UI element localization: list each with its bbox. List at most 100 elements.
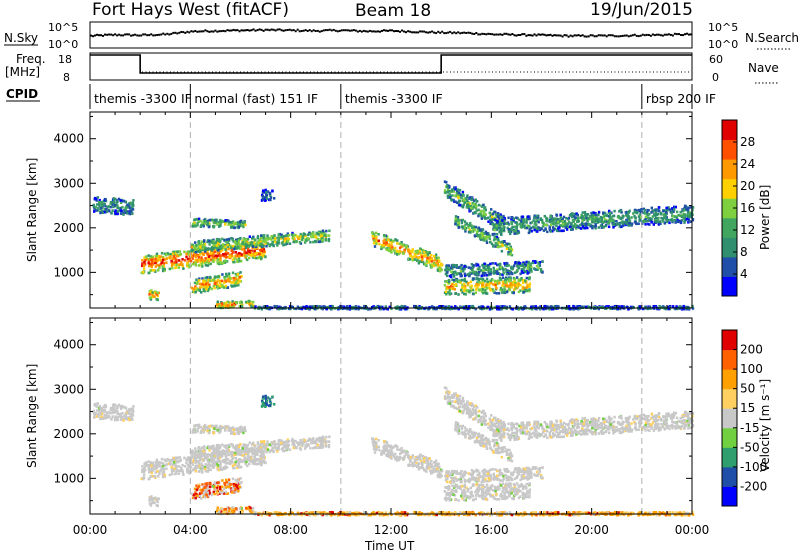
power-cell <box>683 213 685 216</box>
nsky-point <box>263 30 265 32</box>
power-cell <box>494 237 496 240</box>
power-cell <box>111 201 113 204</box>
power-cell <box>618 216 620 219</box>
power-cell <box>199 246 201 249</box>
nsky-point <box>534 33 536 35</box>
velocity-cell <box>198 470 200 473</box>
y-tick-label: 4000 <box>53 132 84 146</box>
power-cell <box>461 222 463 225</box>
power-cell <box>104 198 106 201</box>
power-cell <box>498 217 500 220</box>
nsky-point <box>200 30 202 32</box>
power-cell <box>546 218 548 221</box>
power-cell <box>143 261 145 264</box>
power-cell <box>257 235 259 238</box>
power-cell <box>209 219 211 222</box>
nsky-point <box>222 30 224 32</box>
power-cell <box>253 250 255 253</box>
power-cell <box>476 233 478 236</box>
nsky-point <box>415 31 417 33</box>
power-cell <box>602 211 604 214</box>
nsky-point <box>216 31 218 33</box>
power-cell <box>213 221 215 224</box>
power-cell <box>181 258 183 261</box>
power-cell <box>175 259 177 262</box>
nsky-point <box>594 35 596 37</box>
velocity-cell <box>126 410 128 413</box>
power-cell <box>399 243 401 246</box>
power-cell <box>524 280 526 283</box>
power-cell <box>549 228 551 231</box>
nsky-point <box>592 34 594 36</box>
power-cell <box>215 219 217 222</box>
power-cell <box>195 255 197 258</box>
freq-panel: Freq. [MHz] 18 8 60 0 Nave <box>5 52 779 84</box>
velocity-cell <box>111 407 113 410</box>
velocity-cell <box>181 469 183 472</box>
nsky-point <box>391 29 393 31</box>
nsky-point <box>289 29 291 31</box>
power-cell <box>224 223 226 226</box>
power-cell <box>178 259 180 262</box>
power-cell <box>490 208 492 211</box>
power-cell <box>249 235 251 238</box>
power-cell <box>234 240 236 243</box>
power-cell <box>440 264 442 267</box>
nsky-point <box>650 35 652 37</box>
power-cell <box>492 283 494 286</box>
power-cell <box>556 214 558 217</box>
nsky-point <box>243 30 245 32</box>
power-cell <box>553 229 555 232</box>
power-cell <box>446 286 448 289</box>
power-cell <box>267 242 269 245</box>
power-cell <box>455 215 457 218</box>
power-cell <box>239 301 241 304</box>
power-cell <box>312 236 314 239</box>
power-cell <box>605 225 607 228</box>
nsky-point <box>337 30 339 32</box>
nsky-point <box>616 35 618 37</box>
power-cell <box>560 216 562 219</box>
velocity-cell <box>108 416 110 419</box>
power-cell <box>612 220 614 223</box>
power-cell <box>647 216 649 219</box>
power-cell <box>221 280 223 283</box>
power-cell <box>244 221 246 224</box>
nsky-point <box>425 31 427 33</box>
power-cell <box>110 206 112 209</box>
power-cell <box>618 223 620 226</box>
plot-title: Fort Hays West (fitACF) <box>92 0 289 20</box>
power-cell <box>195 278 197 281</box>
nsky-point <box>104 34 106 36</box>
freq-step-line <box>90 55 692 73</box>
velocity-cell <box>195 461 197 464</box>
power-cell <box>194 225 196 228</box>
velocity-cell <box>173 467 175 470</box>
power-cell <box>121 206 123 209</box>
power-cell <box>476 209 478 212</box>
power-cell <box>312 241 314 244</box>
cpid-segment-label: rbsp 200 IF <box>646 91 716 106</box>
nsky-point <box>146 34 148 36</box>
power-cell <box>566 228 568 231</box>
power-cell <box>169 255 171 258</box>
velocity-cell <box>153 475 155 478</box>
power-cell <box>511 268 513 271</box>
power-cell <box>156 259 158 262</box>
power-cell <box>156 264 158 267</box>
power-cell <box>446 271 448 274</box>
nsky-point <box>261 29 263 31</box>
power-cell <box>468 305 470 308</box>
power-cell <box>492 244 494 247</box>
power-cell <box>291 233 293 236</box>
velocity-cell <box>132 414 134 417</box>
nsky-point <box>453 31 455 33</box>
nsky-point <box>345 29 347 31</box>
power-cell <box>164 268 166 271</box>
power-cell <box>613 210 615 213</box>
nsky-point <box>375 31 377 33</box>
nsky-point <box>359 30 361 32</box>
power-cell <box>482 266 484 269</box>
power-cell <box>564 220 566 223</box>
power-cell <box>527 264 529 267</box>
